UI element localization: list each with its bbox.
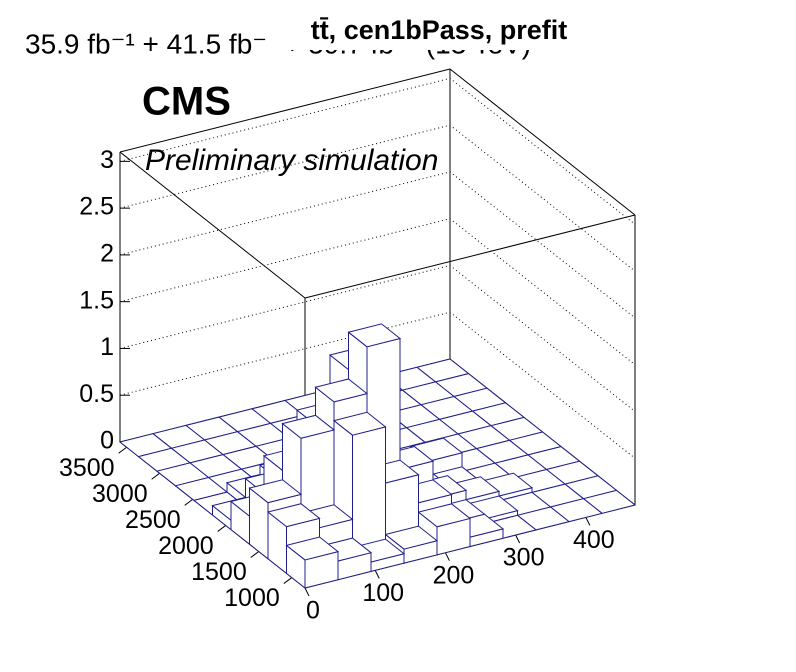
extra-label: Preliminary simulation [145, 144, 438, 177]
y-tick-label: 2000 [158, 532, 214, 560]
bar-top [266, 503, 321, 528]
y-tick-label: 3000 [92, 480, 148, 508]
z-tick-label: 0.5 [79, 380, 114, 408]
z-tick-label: 0 [100, 427, 114, 455]
z-tick-label: 2 [100, 240, 114, 268]
y-tick-label: 1500 [191, 558, 247, 586]
x-tick [304, 587, 310, 597]
cms-label: CMS [142, 80, 231, 124]
x-tick-label: 200 [433, 561, 475, 589]
grid-line [119, 264, 636, 412]
z-tick-label: 1 [100, 333, 114, 361]
y-tick [118, 446, 127, 454]
x-tick [444, 552, 450, 561]
z-tick-label: 3 [100, 146, 114, 174]
bar-top [248, 479, 303, 504]
z-tick-label: 1.5 [79, 286, 114, 314]
y-tick [283, 577, 293, 584]
x-tick [585, 517, 591, 526]
bar-top [332, 411, 387, 436]
grid-line [119, 218, 636, 366]
y-tick-label: 3500 [59, 454, 115, 482]
y-tick [250, 551, 260, 558]
box-edge [304, 214, 636, 299]
bar-top [384, 525, 439, 550]
grid-line [119, 124, 636, 272]
chart-title: tt̄, cen1bPass, prefit [311, 15, 568, 45]
z-tick-label: 2.5 [79, 193, 114, 221]
y-tick-label: 1000 [224, 584, 280, 612]
bar-front [352, 426, 386, 558]
x-tick-label: 300 [503, 544, 545, 572]
bar-top [417, 503, 472, 528]
title-box [268, 10, 610, 50]
bar-top [285, 536, 340, 561]
x-tick [515, 534, 521, 544]
box-edge [449, 68, 636, 216]
x-tick-label: 100 [362, 579, 404, 607]
bar-top [314, 378, 369, 403]
y-tick [151, 472, 160, 480]
grid-line [119, 311, 636, 459]
box-edge [119, 68, 451, 153]
x-tick [374, 570, 380, 579]
lego-bar [285, 536, 340, 590]
y-tick [184, 498, 193, 506]
y-tick [217, 525, 227, 532]
box-edge [119, 151, 306, 299]
grid-line [119, 171, 636, 319]
bar-top [281, 414, 336, 439]
bar-top [347, 323, 402, 348]
x-tick-label: 400 [573, 526, 615, 554]
y-tick-label: 2500 [125, 506, 181, 534]
x-tick-label: 0 [306, 597, 320, 625]
grid-line [119, 77, 636, 225]
plot-area: 0 0.5 1 1.5 2 2.5 3 0 100 200 300 400 10001500200025… [59, 68, 637, 625]
